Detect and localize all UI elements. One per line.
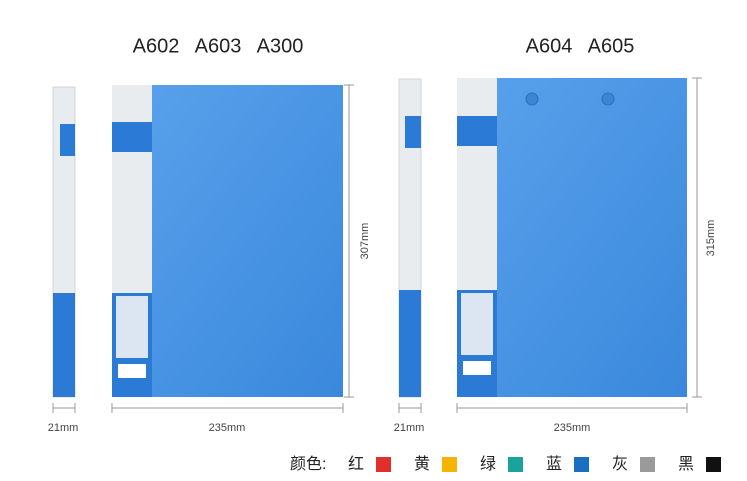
color-swatch [376, 457, 391, 472]
model-label: A604 [526, 35, 573, 57]
color-swatch [640, 457, 655, 472]
color-name: 红 [348, 455, 364, 473]
color-name: 绿 [480, 455, 496, 473]
color-name: 灰 [612, 455, 628, 473]
dimension-lines [52, 77, 702, 413]
height: 307mm [359, 223, 371, 260]
color-swatch [508, 457, 523, 472]
model-label: A603 [195, 35, 242, 57]
spine-width: 21mm [48, 422, 79, 434]
color-name: 黄 [414, 455, 430, 473]
spine-width: 21mm [394, 422, 425, 434]
model-label: A300 [257, 35, 304, 57]
height: 315mm [705, 220, 717, 257]
color-label: 颜色: [290, 455, 326, 473]
folder-left [52, 85, 343, 398]
color-swatch [706, 457, 721, 472]
model-label: A602 [133, 35, 180, 57]
model-label: A605 [588, 35, 635, 57]
color-swatch [442, 457, 457, 472]
color-name: 蓝 [546, 455, 562, 473]
color-name: 黑 [678, 456, 694, 473]
folder-right [398, 78, 687, 398]
width: 235mm [554, 422, 591, 434]
width: 235mm [209, 422, 246, 434]
color-swatch [574, 457, 589, 472]
